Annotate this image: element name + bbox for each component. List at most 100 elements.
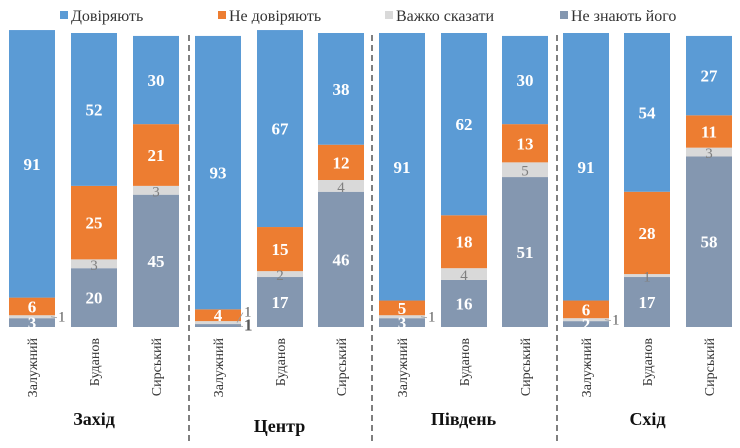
bar-segment [71, 185, 117, 260]
bar-segment [379, 33, 425, 301]
bar-segment [624, 33, 670, 192]
label-leader [236, 312, 244, 323]
data-label: 30 [148, 71, 165, 90]
bar-segment [318, 144, 364, 180]
data-label: 3 [90, 258, 98, 274]
bar-segment [502, 124, 548, 163]
data-label: 46 [333, 250, 350, 269]
legend-label: Не знають його [571, 8, 676, 25]
bar-segment [563, 33, 609, 301]
data-label: 3 [705, 146, 713, 162]
legend-swatch [385, 11, 393, 19]
bar-segment [9, 297, 55, 316]
data-label: 93 [210, 164, 227, 183]
bar-segment [9, 315, 55, 319]
data-label: 51 [517, 243, 534, 262]
data-label: 17 [639, 293, 657, 312]
category-label: Залужний [212, 338, 227, 398]
data-label: 4 [460, 268, 468, 284]
data-label: 1 [244, 316, 253, 335]
bar-segment [624, 277, 670, 327]
label-leader [50, 316, 58, 319]
bar-segment [502, 162, 548, 178]
data-label: 12 [333, 153, 350, 172]
data-label: 3 [28, 314, 37, 333]
legend-swatch [560, 11, 568, 19]
category-label: Залужний [26, 338, 41, 398]
category-label: Буданов [274, 338, 289, 387]
data-label: 62 [456, 115, 473, 134]
bar-segment [563, 318, 609, 322]
data-label: 25 [86, 214, 103, 233]
data-label: 1 [244, 305, 252, 321]
category-label: Сирський [335, 337, 350, 396]
data-label: 4 [337, 180, 345, 196]
legend-swatch [218, 11, 226, 19]
bar-segment [686, 147, 732, 157]
bar-segment [257, 277, 303, 327]
legend-label: Важко сказати [396, 8, 495, 25]
data-label: 2 [582, 315, 591, 334]
bar-segment [502, 35, 548, 125]
category-label: Залужний [580, 338, 595, 398]
data-label: 27 [701, 67, 719, 86]
bar-segment [441, 33, 487, 216]
bar-segment [441, 215, 487, 269]
data-label: 91 [24, 155, 41, 174]
data-label: 3 [152, 184, 160, 200]
label-leader [420, 316, 428, 319]
data-label: 1 [612, 313, 620, 329]
bar-segment [71, 33, 117, 186]
bar-segment [257, 271, 303, 278]
data-label: 28 [639, 224, 656, 243]
legend-label: Довіряють [71, 8, 143, 25]
bar-segment [257, 227, 303, 272]
bar-segment [624, 191, 670, 275]
category-label: Буданов [88, 338, 103, 387]
bar-segment [71, 268, 117, 327]
data-label: 13 [517, 134, 534, 153]
data-label: 2 [276, 268, 284, 284]
category-label: Буданов [458, 338, 473, 387]
bar-segment [71, 259, 117, 269]
bar-segment [318, 180, 364, 192]
region-label: Схід [629, 409, 665, 429]
bar-segment [686, 35, 732, 116]
data-label: 1 [428, 310, 436, 326]
data-label: 11 [701, 122, 717, 141]
region-label: Захід [73, 409, 115, 429]
bar-segment [195, 309, 241, 322]
bar-segment [133, 35, 179, 125]
bar-segment [195, 321, 241, 325]
category-label: Буданов [641, 338, 656, 387]
bar-segment [686, 156, 732, 327]
data-label: 52 [86, 100, 103, 119]
bar-segment [133, 185, 179, 195]
bar-segment [318, 191, 364, 327]
bar-segment [624, 274, 670, 278]
bar-segment [133, 124, 179, 186]
data-label: 17 [272, 293, 290, 312]
data-label: 5 [521, 164, 529, 180]
bar-segment [9, 318, 55, 327]
data-label: 38 [333, 80, 350, 99]
legend-label: Не довіряють [229, 8, 321, 25]
data-label: 6 [28, 297, 37, 316]
data-label: 91 [394, 158, 411, 177]
data-label: 45 [148, 252, 165, 271]
category-label: Сирський [519, 337, 534, 396]
legend-swatch [60, 11, 68, 19]
data-label: 20 [86, 289, 103, 308]
data-label: 30 [517, 71, 534, 90]
bar-segment [441, 268, 487, 280]
region-label: Центр [254, 416, 305, 436]
bar-segment [686, 115, 732, 148]
category-label: Сирський [703, 337, 718, 396]
data-label: 67 [272, 120, 290, 139]
data-label: 1 [643, 270, 651, 286]
bar-segment [379, 315, 425, 319]
data-label: 58 [701, 233, 718, 252]
bar-segment [9, 30, 55, 298]
data-label: 16 [456, 294, 473, 313]
